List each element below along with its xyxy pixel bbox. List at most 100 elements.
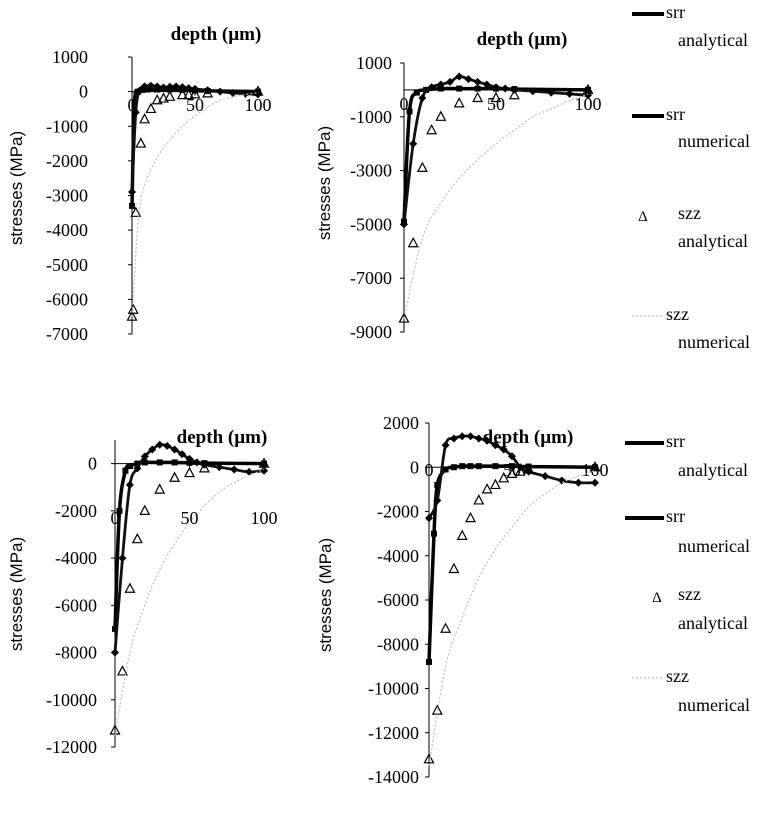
point-srr-numerical — [508, 452, 516, 461]
legend-label-srr-analytical-1: srr — [666, 2, 685, 22]
point-szz-analytical — [472, 91, 484, 103]
legend-marker-szz-analytical: Δ — [652, 590, 662, 606]
chart-panel-2: 1000 -1000 -3000 -5000 -7000 -9000 0 50 100 depth… — [315, 29, 602, 342]
point-srr-analytical — [492, 463, 499, 470]
point-srr-numerical — [482, 80, 491, 89]
point-srr-numerical — [260, 466, 268, 475]
point-szz-analytical — [473, 494, 485, 505]
point-srr-analytical — [467, 463, 474, 470]
y-tick-label: -14000 — [368, 767, 419, 787]
point-srr-analytical — [156, 459, 163, 466]
point-srr-numerical — [178, 450, 187, 459]
y-tick-label: -10000 — [46, 690, 97, 710]
point-srr-numerical — [135, 86, 144, 95]
y-axis-label: stresses (MPa) — [315, 126, 334, 240]
point-szz-analytical — [116, 665, 128, 676]
point-srr-numerical — [409, 139, 418, 148]
point-srr-numerical — [230, 465, 239, 474]
point-srr-analytical — [171, 459, 178, 466]
point-srr-numerical — [184, 84, 193, 93]
point-srr-analytical — [475, 463, 482, 470]
point-srr-numerical — [455, 72, 464, 81]
point-srr-numerical — [172, 82, 181, 91]
x-tick-label: 100 — [575, 94, 602, 114]
y-tick-label: 0 — [79, 82, 88, 102]
y-tick-label: -6000 — [55, 595, 97, 615]
series-szz-numerical-line — [403, 93, 589, 319]
point-szz-analytical — [456, 529, 468, 540]
point-srr-analytical — [450, 464, 457, 471]
point-szz-analytical — [514, 465, 526, 476]
point-srr-numerical — [449, 434, 458, 443]
point-srr-numerical — [501, 84, 510, 93]
point-srr-analytical — [509, 463, 515, 470]
y-axis-label: stresses (MPa) — [7, 131, 26, 245]
legend-label-srr-numerical-2: numerical — [678, 536, 750, 556]
point-szz-analytical — [258, 457, 270, 468]
point-srr-numerical — [155, 440, 164, 449]
legend-label-srr-numerical-1: srr — [666, 104, 685, 124]
point-szz-analytical — [252, 85, 264, 96]
y-tick-label: 2000 — [383, 413, 419, 433]
legend-item-szz-analytical: Δ szz analytical — [638, 203, 748, 251]
x-tick-label: 100 — [251, 508, 278, 528]
point-szz-analytical — [448, 562, 460, 574]
point-srr-analytical — [406, 108, 413, 115]
point-szz-analytical — [184, 466, 195, 478]
point-srr-numerical — [474, 434, 483, 443]
y-axis-label: stresses (MPa) — [7, 537, 26, 651]
legend-label-szz-analytical-1: szz — [678, 203, 701, 223]
point-srr-numerical — [128, 188, 136, 197]
legend-label-szz-analytical-2: analytical — [678, 613, 748, 633]
point-szz-analytical — [183, 88, 195, 100]
point-srr-analytical — [131, 99, 138, 106]
point-srr-numerical — [464, 75, 473, 84]
point-szz-analytical — [453, 97, 465, 108]
point-szz-analytical — [523, 463, 535, 474]
charts-layer: 10000-1000-2000-3000-4000-5000-6000-7000… — [7, 24, 609, 787]
y-tick-label: -7000 — [46, 324, 88, 344]
y-tick-label: -5000 — [350, 214, 392, 234]
point-srr-numerical — [216, 87, 225, 96]
point-srr-analytical — [434, 481, 441, 488]
chart-panel-1: 1000 0 -1000 -2000 -3000 -4000 -5000 -6000 -7000… — [7, 24, 272, 344]
point-szz-analytical — [481, 483, 493, 494]
legend-label-srr-analytical-1: srr — [666, 431, 685, 451]
point-szz-analytical — [398, 312, 410, 323]
point-srr-analytical — [592, 464, 598, 471]
point-srr-analytical — [426, 658, 432, 665]
point-srr-numerical — [400, 220, 408, 229]
chart-panel-3: 0 -2000 -4000 -6000 -8000 -10000 -12000 0 50 100 d… — [7, 427, 278, 757]
legend-item-srr-numerical: srr numerical — [625, 506, 750, 556]
point-srr-numerical — [228, 89, 237, 98]
y-tick-label: -2000 — [55, 501, 97, 521]
point-szz-analytical — [465, 511, 476, 523]
point-srr-numerical — [466, 432, 475, 441]
point-srr-analytical — [122, 467, 129, 474]
point-srr-numerical — [591, 478, 599, 487]
point-szz-analytical — [426, 123, 438, 135]
legend-label-szz-numerical-1: szz — [666, 666, 689, 686]
point-szz-analytical — [126, 310, 138, 321]
legend-label-szz-analytical-2: analytical — [678, 231, 748, 251]
point-srr-analytical — [186, 459, 193, 466]
legend-top: srr analytical srr numerical Δ szz analy… — [632, 2, 750, 352]
point-srr-numerical — [492, 83, 500, 92]
y-tick-label: -1000 — [350, 107, 392, 127]
y-tick-label: -4000 — [46, 220, 88, 240]
y-tick-label: -5000 — [46, 255, 88, 275]
legend-label-szz-numerical-2: numerical — [678, 332, 750, 352]
legend-item-srr-analytical: srr analytical — [625, 431, 748, 480]
y-tick-label: 1000 — [356, 53, 392, 73]
point-szz-analytical — [131, 532, 143, 544]
point-srr-numerical — [125, 480, 134, 489]
point-srr-analytical — [126, 462, 133, 469]
point-szz-analytical — [435, 110, 447, 121]
point-szz-analytical — [130, 206, 142, 217]
point-srr-analytical — [129, 202, 135, 209]
point-srr-analytical — [585, 86, 591, 93]
point-szz-analytical — [489, 478, 501, 490]
x-tick-label: 0 — [425, 460, 434, 480]
point-szz-analytical — [508, 88, 520, 100]
